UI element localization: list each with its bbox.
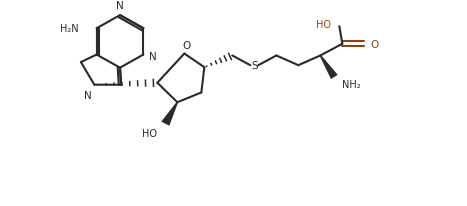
Text: H₂N: H₂N [60,24,78,34]
Text: N: N [84,90,92,100]
Polygon shape [162,102,178,126]
Polygon shape [319,56,338,80]
Text: NH₂: NH₂ [342,80,361,89]
Text: HO: HO [316,20,331,30]
Text: O: O [182,40,191,50]
Text: S: S [251,61,258,71]
Text: O: O [370,40,379,49]
Text: N: N [149,51,157,61]
Text: N: N [116,1,124,11]
Text: HO: HO [142,128,157,138]
